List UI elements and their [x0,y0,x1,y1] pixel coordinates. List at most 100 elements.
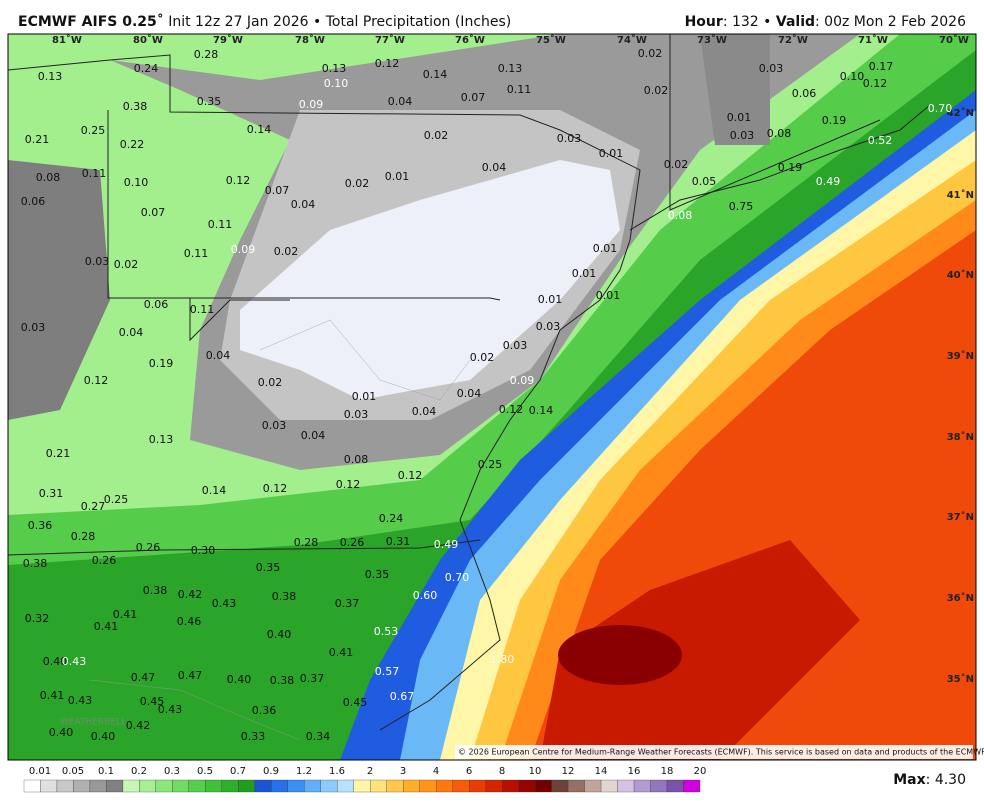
value-label: 0.13 [149,433,174,446]
colorbar-label: 0.1 [98,766,114,777]
latitude-label: 35˚N [947,673,974,685]
value-label: 0.45 [343,696,368,709]
value-label: 0.01 [727,111,752,124]
header-right: Hour: 132 • Valid: 00z Mon 2 Feb 2026 [685,14,966,30]
value-label: 0.08 [344,453,369,466]
value-label: 0.13 [498,62,523,75]
value-label: 0.37 [300,672,325,685]
value-label: 0.04 [301,429,326,442]
value-label: 0.03 [536,320,561,333]
value-label: 1.80 [490,653,515,666]
value-label: 0.31 [386,535,411,548]
value-label: 0.41 [113,608,138,621]
colorbar-label: 1.6 [329,766,345,777]
value-label: 0.21 [46,447,71,460]
value-label: 0.42 [126,719,151,732]
longitude-label: 78˚W [295,34,325,46]
colorbar-swatch [353,779,371,793]
value-label: 0.19 [822,114,847,127]
colorbar-swatch [485,779,503,793]
value-label: 0.10 [324,77,349,90]
value-label: 0.21 [25,133,50,146]
value-label: 0.01 [352,390,377,403]
value-label: 0.03 [262,419,287,432]
colorbar-swatch [452,779,470,793]
colorbar-swatch [567,779,585,793]
colorbar-label: 18 [661,766,674,777]
value-label: 0.19 [149,357,174,370]
colorbar-label: 4 [433,766,439,777]
colorbar-swatch [436,779,453,793]
latitude-label: 42˚N [947,107,974,119]
value-label: 0.02 [274,245,299,258]
value-label: 0.07 [265,184,290,197]
colorbar-swatch [386,779,404,793]
value-label: 0.49 [816,175,841,188]
value-label: 0.14 [529,404,554,417]
colorbar-swatch [683,779,701,793]
value-label: 0.03 [21,321,46,334]
longitude-label: 70˚W [939,34,969,46]
colorbar-label: 0.3 [164,766,180,777]
value-label: 0.60 [413,589,438,602]
value-label: 0.57 [375,665,400,678]
value-label: 0.12 [499,403,524,416]
value-label: 0.40 [43,655,68,668]
logo: WEATHERBELL [60,718,126,728]
value-label: 0.04 [482,161,507,174]
value-label: 0.03 [344,408,369,421]
value-label: 0.02 [345,177,370,190]
value-label: 0.05 [692,175,717,188]
value-label: 0.13 [38,70,63,83]
init: Init 12z 27 Jan 2026 • Total Precipitati… [168,14,511,30]
longitude-label: 75˚W [536,34,566,46]
value-label: 0.14 [423,68,448,81]
precip-field [8,34,976,760]
value-label: 0.38 [123,100,148,113]
colorbar-swatch [666,779,684,793]
value-label: 0.12 [398,469,423,482]
colorbar-label: 0.05 [62,766,84,777]
colorbar-label: 2 [367,766,373,777]
value-label: 0.02 [638,47,663,60]
value-label: 0.40 [49,726,74,739]
value-label: 0.11 [208,218,233,231]
colorbar-label: 6 [466,766,472,777]
colorbar-label: 14 [595,766,608,777]
value-label: 0.43 [62,655,87,668]
value-label: 0.35 [197,95,222,108]
colorbar-swatch [139,779,157,793]
value-label: 0.41 [329,646,354,659]
longitude-label: 80˚W [133,34,163,46]
value-label: 0.14 [247,123,272,136]
value-label: 0.11 [507,83,532,96]
value-label: 0.02 [644,84,669,97]
value-label: 0.41 [40,689,65,702]
value-label: 0.04 [291,198,316,211]
value-label: 0.06 [144,298,169,311]
value-label: 0.01 [385,170,410,183]
colorbar-swatch [238,779,255,793]
colorbar-swatch [633,779,651,793]
longitude-label: 73˚W [697,34,727,46]
colorbar-swatch [469,779,486,793]
header-left: ECMWF AIFS 0.25˚ Init 12z 27 Jan 2026 • … [18,13,511,30]
longitude-label: 79˚W [213,34,243,46]
latitude-label: 36˚N [947,592,974,604]
model: ECMWF AIFS 0.25˚ [18,13,164,30]
value-label: 0.06 [21,195,46,208]
value-label: 0.04 [388,95,413,108]
longitude-label: 71˚W [858,34,888,46]
value-label: 0.36 [28,519,53,532]
value-label: 0.52 [868,134,893,147]
value-label: 0.26 [340,536,365,549]
value-label: 0.02 [114,258,139,271]
value-label: 0.47 [131,671,156,684]
colorbar-swatch [403,779,420,793]
value-label: 0.43 [212,597,237,610]
value-label: 0.43 [68,694,93,707]
colorbar-swatch [221,779,239,793]
colorbar-swatch [287,779,305,793]
value-label: 0.35 [365,568,390,581]
